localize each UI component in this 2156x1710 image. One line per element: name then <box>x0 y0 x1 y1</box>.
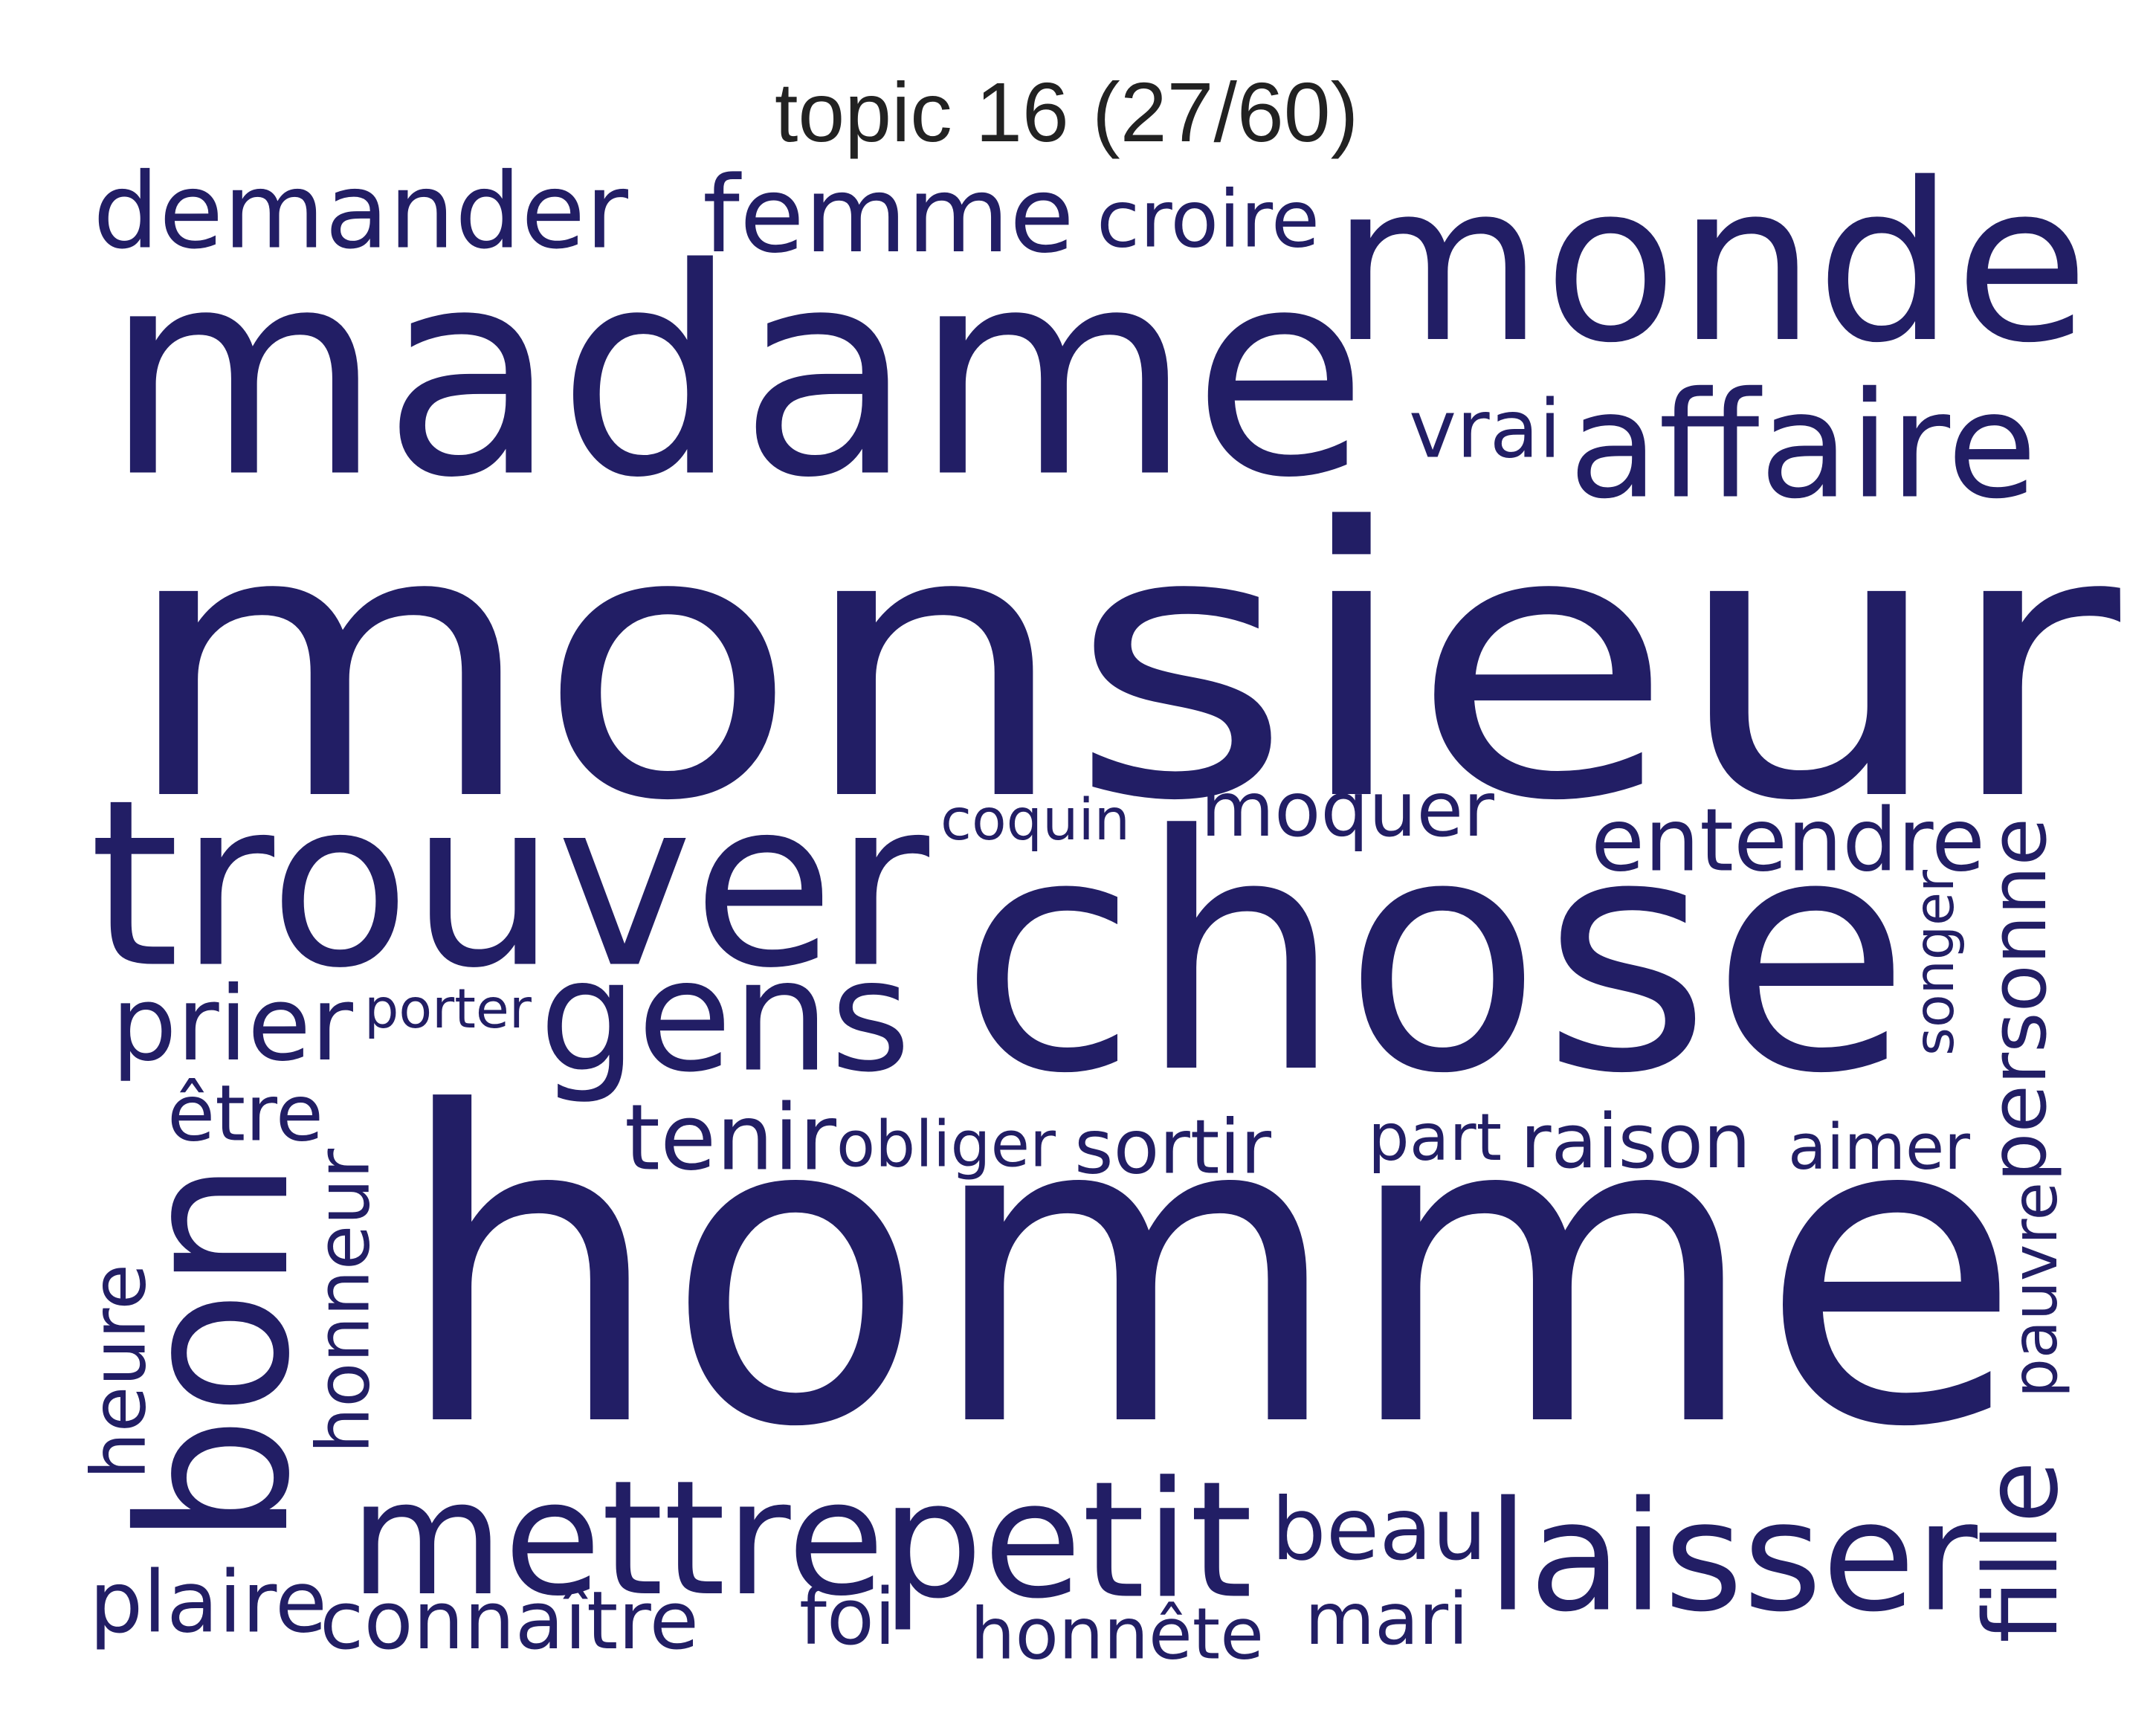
word-croire: croire <box>1097 174 1320 265</box>
word-songer: songer <box>1903 870 1966 1056</box>
word-part: part <box>1368 1100 1502 1175</box>
word-connaître: connaître <box>320 1574 699 1668</box>
word-monde: monde <box>1331 137 2089 391</box>
word-pauvre: pauvre <box>1999 1182 2071 1398</box>
chart-title: topic 16 (27/60) <box>775 65 1359 159</box>
word-moquer: moquer <box>1201 767 1494 854</box>
word-monsieur: monsieur <box>120 449 2125 882</box>
word-coquin: coquin <box>940 787 1130 853</box>
word-femme: femme <box>703 155 1074 277</box>
word-plaire: plaire <box>89 1553 327 1652</box>
word-heure: heure <box>76 1264 163 1480</box>
word-mettre: mettre <box>349 1447 885 1631</box>
word-demander: demander <box>93 152 628 273</box>
word-petit: petit <box>881 1448 1253 1635</box>
word-madame: madame <box>104 207 1368 541</box>
word-vrai: vrai <box>1409 383 1561 477</box>
word-chose: chose <box>959 767 1911 1144</box>
word-tenir: tenir <box>624 1085 837 1191</box>
word-aimer: aimer <box>1788 1110 1970 1184</box>
word-mari: mari <box>1305 1577 1468 1661</box>
word-fille: fille <box>1963 1461 2081 1643</box>
word-raison: raison <box>1520 1097 1751 1185</box>
word-laisser: laisser <box>1487 1470 1978 1646</box>
word-bon: bon <box>96 1160 335 1546</box>
word-affaire: affaire <box>1569 361 2037 532</box>
word-porter: porter <box>364 978 532 1041</box>
word-homme: homme <box>394 1022 2022 1520</box>
word-entendre: entendre <box>1591 790 1985 891</box>
word-obliger: obliger <box>836 1109 1056 1182</box>
word-sortir: sortir <box>1074 1103 1271 1191</box>
word-honneur: honneur <box>302 1148 387 1454</box>
word-foi: foi <box>799 1572 896 1662</box>
word-gens: gens <box>539 927 911 1107</box>
word-personne: personne <box>1973 818 2064 1182</box>
word-prier: prier <box>112 964 353 1084</box>
word-être: être <box>167 1068 323 1159</box>
word-trouver: trouver <box>89 751 932 1019</box>
word-honnête: honnête <box>970 1593 1264 1676</box>
word-beau: beau <box>1271 1480 1487 1580</box>
